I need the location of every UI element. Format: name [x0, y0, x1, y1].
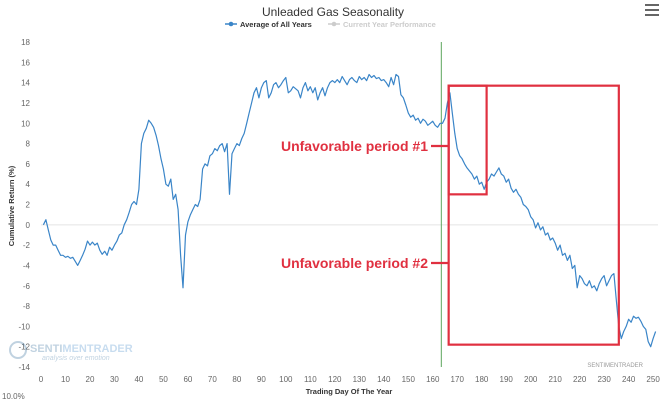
y-tick-label: 6 [26, 160, 31, 169]
watermark-circle-icon [9, 341, 27, 359]
x-tick-label: 50 [159, 375, 168, 384]
x-tick-label: 130 [353, 375, 367, 384]
annotation-label-period-1: Unfavorable period #1 [281, 138, 428, 154]
x-axis-title: Trading Day Of The Year [306, 387, 393, 396]
cut-off-label: 10.0% [2, 392, 25, 400]
y-tick-label: -4 [23, 261, 31, 270]
x-tick-label: 60 [183, 375, 192, 384]
y-axis-ticks: -14 -12 -10 -8 -6 -4 -2 0 2 4 6 8 10 12 14 16 18 [18, 38, 30, 372]
y-tick-label: -2 [23, 241, 31, 250]
x-tick-label: 140 [377, 375, 391, 384]
x-tick-label: 20 [86, 375, 95, 384]
x-tick-label: 190 [500, 375, 514, 384]
x-tick-label: 110 [304, 375, 317, 384]
annotation-label-period-2: Unfavorable period #2 [281, 255, 428, 271]
chart-title: Unleaded Gas Seasonality [262, 5, 404, 19]
x-tick-label: 10 [61, 375, 70, 384]
x-tick-label: 80 [232, 375, 241, 384]
svg-text:SENTIMENTRADER: SENTIMENTRADER [30, 343, 133, 355]
watermark-tagline: analysis over emotion [42, 355, 110, 362]
y-tick-label: -8 [23, 302, 31, 311]
watermark-brand-right: MENTRADER [62, 343, 132, 355]
x-tick-label: 220 [573, 375, 587, 384]
x-tick-label: 200 [524, 375, 538, 384]
x-tick-label: 250 [646, 375, 660, 384]
y-tick-label: -10 [18, 322, 30, 331]
x-tick-label: 30 [110, 375, 119, 384]
y-tick-label: 2 [26, 201, 31, 210]
y-tick-label: 10 [21, 119, 30, 128]
legend-item-current-year[interactable]: Current Year Performance [328, 20, 436, 29]
x-tick-label: 160 [426, 375, 440, 384]
chart-menu-icon[interactable] [645, 4, 659, 16]
x-axis-ticks: 0 10 20 30 40 50 60 70 80 90 100 110 120 130 140 150 160… [39, 375, 661, 384]
y-tick-label: 8 [26, 140, 31, 149]
y-tick-label: 12 [21, 99, 30, 108]
x-tick-label: 210 [548, 375, 562, 384]
x-tick-label: 100 [279, 375, 293, 384]
legend-label-average: Average of All Years [240, 20, 312, 29]
legend-item-average[interactable]: Average of All Years [225, 20, 312, 29]
credit-label: SENTIMENTRADER [587, 363, 643, 369]
y-tick-label: -14 [18, 363, 30, 372]
y-tick-label: -12 [18, 343, 30, 352]
x-tick-label: 230 [597, 375, 611, 384]
annotation-box-period-2 [447, 84, 620, 346]
x-tick-label: 40 [134, 375, 143, 384]
watermark-logo: SENTIMENTRADER analysis over emotion [9, 341, 133, 362]
x-tick-label: 170 [451, 375, 465, 384]
watermark-brand-left: SENTI [30, 343, 62, 355]
y-tick-label: 16 [21, 58, 30, 67]
x-tick-label: 70 [208, 375, 217, 384]
annotation-box-period-1 [447, 84, 488, 196]
x-tick-label: 180 [475, 375, 489, 384]
x-tick-label: 150 [402, 375, 416, 384]
y-tick-label: 4 [26, 180, 31, 189]
series-line-average [42, 73, 657, 348]
x-tick-label: 120 [328, 375, 342, 384]
x-tick-label: 90 [257, 375, 266, 384]
legend: Average of All Years Current Year Perfor… [225, 20, 436, 29]
y-tick-label: 0 [26, 221, 31, 230]
x-tick-label: 0 [39, 375, 44, 384]
legend-label-current-year: Current Year Performance [343, 20, 436, 29]
y-tick-label: -6 [23, 282, 31, 291]
y-axis-title: Cumulative Return (%) [7, 165, 16, 246]
y-tick-label: 18 [21, 38, 30, 47]
x-tick-label: 240 [622, 375, 636, 384]
y-tick-label: 14 [21, 79, 30, 88]
